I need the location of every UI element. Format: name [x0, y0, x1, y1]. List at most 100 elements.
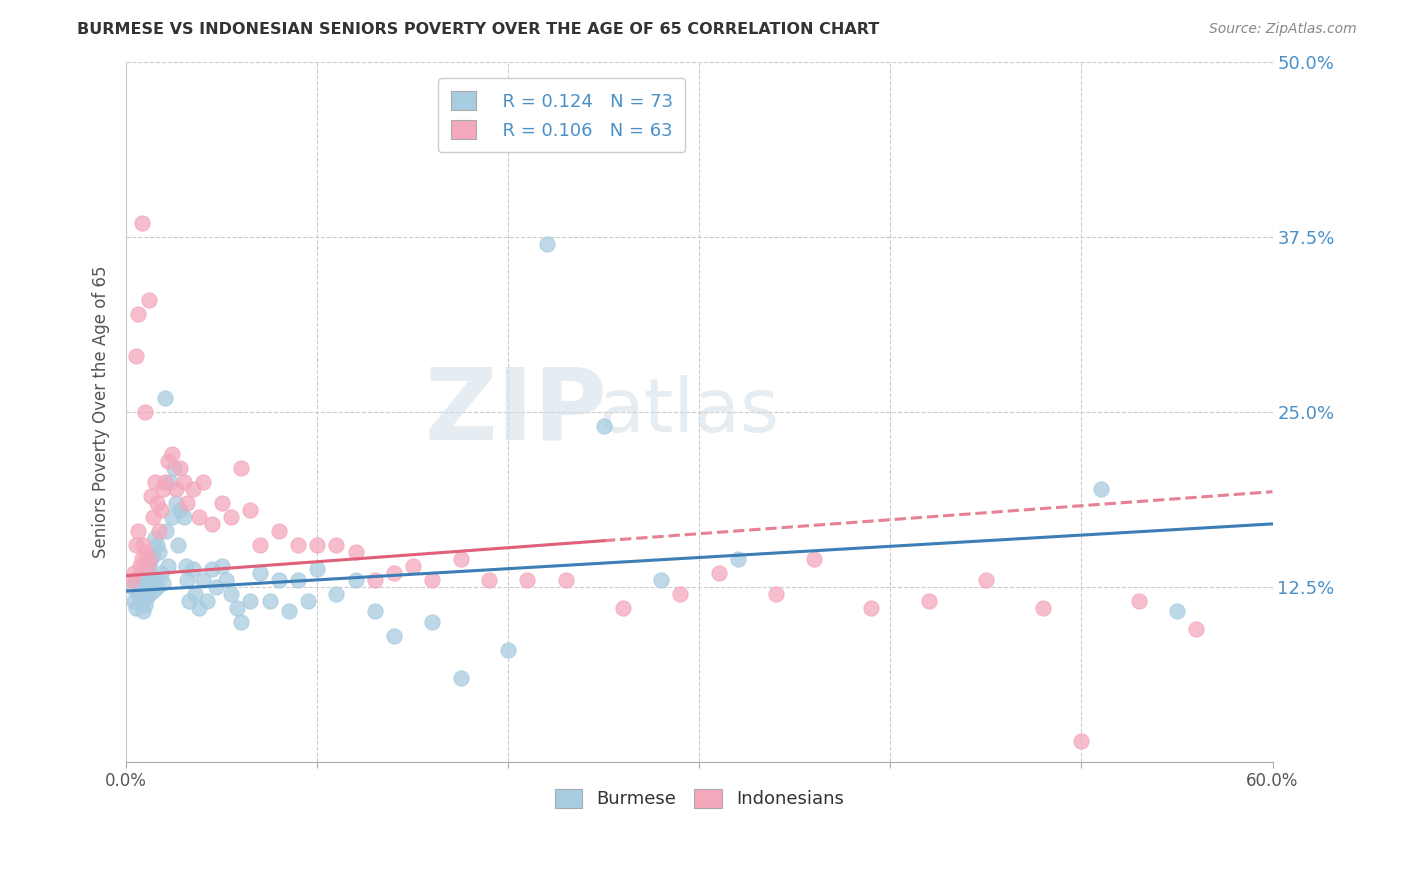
Point — [974, 573, 997, 587]
Point — [159, 475, 181, 489]
Point — [136, 566, 159, 580]
Point — [128, 558, 150, 573]
Point — [132, 604, 155, 618]
Point — [325, 587, 347, 601]
Point — [153, 475, 176, 489]
Point — [131, 594, 153, 608]
Point — [127, 587, 149, 601]
Point — [450, 671, 472, 685]
Point — [229, 615, 252, 629]
Point — [125, 573, 148, 587]
Point — [201, 562, 224, 576]
Point — [134, 405, 156, 419]
Point — [1032, 600, 1054, 615]
Point — [211, 496, 233, 510]
Point — [122, 594, 145, 608]
Point — [163, 461, 186, 475]
Point — [187, 600, 209, 615]
Point — [157, 454, 180, 468]
Point — [128, 590, 150, 604]
Point — [139, 575, 162, 590]
Text: BURMESE VS INDONESIAN SENIORS POVERTY OVER THE AGE OF 65 CORRELATION CHART: BURMESE VS INDONESIAN SENIORS POVERTY OV… — [77, 22, 880, 37]
Point — [226, 600, 249, 615]
Point — [593, 419, 616, 434]
Point — [132, 538, 155, 552]
Point — [173, 475, 195, 489]
Point — [134, 545, 156, 559]
Point — [167, 538, 190, 552]
Point — [229, 461, 252, 475]
Point — [149, 566, 172, 580]
Point — [478, 573, 501, 587]
Point — [143, 531, 166, 545]
Point — [307, 562, 329, 576]
Point — [249, 538, 271, 552]
Point — [363, 573, 385, 587]
Point — [1166, 604, 1188, 618]
Point — [402, 558, 425, 573]
Point — [1070, 733, 1092, 747]
Point — [287, 538, 309, 552]
Point — [420, 615, 443, 629]
Point — [382, 566, 405, 580]
Point — [1090, 482, 1112, 496]
Point — [155, 524, 177, 538]
Point — [803, 552, 825, 566]
Point — [127, 524, 149, 538]
Point — [148, 524, 170, 538]
Point — [536, 237, 558, 252]
Point — [307, 538, 329, 552]
Point — [127, 307, 149, 321]
Point — [122, 566, 145, 580]
Point — [221, 587, 243, 601]
Point — [214, 573, 236, 587]
Point — [727, 552, 749, 566]
Point — [146, 580, 169, 594]
Point — [195, 594, 218, 608]
Point — [669, 587, 692, 601]
Point — [707, 566, 730, 580]
Point — [211, 558, 233, 573]
Point — [152, 482, 174, 496]
Y-axis label: Seniors Poverty Over the Age of 65: Seniors Poverty Over the Age of 65 — [93, 266, 110, 558]
Point — [297, 594, 319, 608]
Text: Source: ZipAtlas.com: Source: ZipAtlas.com — [1209, 22, 1357, 37]
Point — [152, 575, 174, 590]
Point — [221, 509, 243, 524]
Point — [181, 562, 204, 576]
Point — [249, 566, 271, 580]
Point — [153, 391, 176, 405]
Point — [142, 584, 165, 599]
Point — [382, 629, 405, 643]
Point — [125, 600, 148, 615]
Point — [612, 600, 634, 615]
Point — [132, 584, 155, 599]
Point — [277, 604, 299, 618]
Text: atlas: atlas — [599, 376, 780, 449]
Point — [134, 598, 156, 612]
Point — [139, 552, 162, 566]
Point — [205, 580, 228, 594]
Point — [269, 573, 291, 587]
Point — [420, 573, 443, 587]
Point — [125, 538, 148, 552]
Point — [554, 573, 576, 587]
Point — [138, 558, 160, 573]
Point — [138, 552, 160, 566]
Point — [173, 509, 195, 524]
Point — [138, 293, 160, 307]
Point — [917, 594, 939, 608]
Point — [516, 573, 538, 587]
Point — [157, 558, 180, 573]
Point — [149, 503, 172, 517]
Point — [176, 496, 198, 510]
Point — [269, 524, 291, 538]
Point — [138, 587, 160, 601]
Point — [136, 590, 159, 604]
Point — [160, 509, 183, 524]
Point — [860, 600, 883, 615]
Point — [239, 503, 262, 517]
Point — [184, 587, 207, 601]
Point — [143, 573, 166, 587]
Point — [148, 545, 170, 559]
